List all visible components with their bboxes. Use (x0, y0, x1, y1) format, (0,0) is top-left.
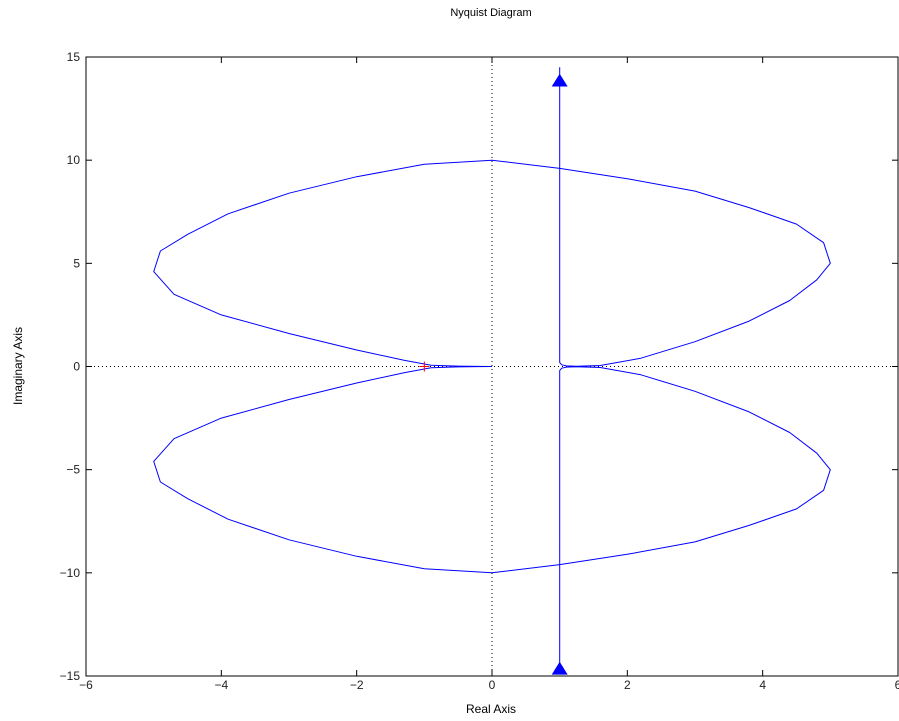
y-tick-label: −10 (60, 566, 81, 580)
series-layer (153, 67, 831, 666)
y-tick-label: 10 (67, 153, 81, 167)
y-tick-label: 0 (73, 360, 80, 374)
y-tick-label: 5 (73, 256, 80, 270)
x-tick-label: −4 (214, 678, 228, 692)
y-tick-label: −15 (60, 669, 81, 683)
direction-arrow-icon (551, 661, 568, 675)
y-tick-label: −5 (66, 463, 80, 477)
nyquist-curve-negative-freq (153, 366, 831, 666)
x-tick-label: 2 (624, 678, 631, 692)
markers-layer (419, 73, 568, 675)
direction-arrow-icon (551, 73, 568, 87)
critical-point-marker (419, 361, 430, 372)
y-tick-label: 15 (67, 50, 81, 64)
crosshair-lines (86, 57, 898, 676)
x-tick-label: 6 (895, 678, 899, 692)
y-axis-label: Imaginary Axis (11, 327, 25, 405)
nyquist-curve-positive-freq (153, 67, 831, 367)
chart-title: Nyquist Diagram (450, 7, 531, 19)
axis-ticks: −6 −4 −2 0 2 4 6 −15 −10 −5 0 5 10 15 (60, 50, 899, 692)
x-tick-label: 0 (489, 678, 496, 692)
x-tick-label: −2 (350, 678, 364, 692)
x-tick-label: −6 (79, 678, 93, 692)
x-axis-label: Real Axis (466, 702, 516, 716)
x-tick-label: 4 (759, 678, 766, 692)
